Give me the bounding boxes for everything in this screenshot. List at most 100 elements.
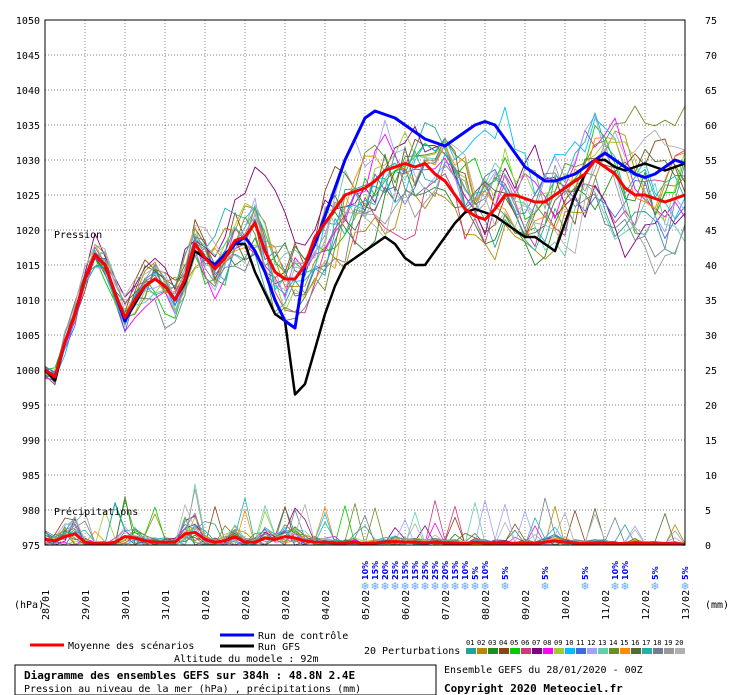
snow-percent-label: 5% <box>471 566 480 580</box>
snow-percent-label: 10% <box>461 561 470 580</box>
snowflake-icon: ❄ <box>500 580 509 593</box>
snow-percent-label: 15% <box>451 561 460 580</box>
right-tick-label: 70 <box>705 51 717 62</box>
date-tick-label: 29/01 <box>81 590 92 620</box>
snow-percent-label: 5% <box>581 566 590 580</box>
left-axis-label: (hPa) <box>14 600 44 611</box>
perturbation-number: 20 <box>675 639 683 647</box>
pressure-section-label: Pression <box>54 230 102 241</box>
snow-percent-label: 20% <box>441 561 450 580</box>
date-tick-label: 28/01 <box>41 590 52 620</box>
date-tick-label: 03/02 <box>281 590 292 620</box>
snow-percent-label: 5% <box>651 566 660 580</box>
perturbation-number: 11 <box>576 639 584 647</box>
perturbation-line <box>44 142 686 377</box>
right-tick-label: 0 <box>705 541 711 552</box>
perturbation-swatch <box>488 648 498 654</box>
snowflake-icon: ❄ <box>420 580 429 593</box>
perturbation-lines <box>44 105 686 386</box>
snow-percent-label: 25% <box>421 561 430 580</box>
date-tick-label: 12/02 <box>641 590 652 620</box>
snow-percent-label: 5% <box>501 566 510 580</box>
left-tick-label: 1030 <box>16 156 40 167</box>
altitude-label: Altitude du modele : 92m <box>174 654 319 665</box>
perturbation-number: 07 <box>532 639 540 647</box>
snowflake-icon: ❄ <box>360 580 369 593</box>
right-tick-label: 5 <box>705 506 711 517</box>
left-tick-label: 990 <box>22 436 40 447</box>
snow-percent-label: 10% <box>611 561 620 580</box>
perturbation-swatch <box>510 648 520 654</box>
precipitation-lines <box>44 483 686 546</box>
perturbation-line <box>44 112 686 374</box>
perturbation-swatch <box>631 648 641 654</box>
date-tick-label: 13/02 <box>681 590 692 620</box>
perturbation-number: 01 <box>466 639 474 647</box>
perturbation-number: 03 <box>488 639 496 647</box>
right-axis-label: (mm) <box>705 600 729 611</box>
perturbation-swatch <box>532 648 542 654</box>
snow-percent-label: 5% <box>681 566 690 580</box>
perturbation-line <box>44 105 686 377</box>
perturbation-number: 18 <box>653 639 661 647</box>
snow-percent-label: 25% <box>431 561 440 580</box>
right-tick-label: 15 <box>705 436 717 447</box>
snow-percent-label: 10% <box>481 561 490 580</box>
left-tick-label: 1000 <box>16 366 40 377</box>
legend-mean-label: Moyenne des scénarios <box>68 640 194 652</box>
axes: 975 0 980 5 985 10 990 15 995 20 1000 25 1005 30 1010 3… <box>16 16 717 620</box>
perturbation-line <box>44 115 686 382</box>
series-line-0 <box>44 158 686 379</box>
perturbation-number: 17 <box>642 639 650 647</box>
right-tick-label: 55 <box>705 156 717 167</box>
perturbation-swatch <box>554 648 564 654</box>
snow-percent-label: 15% <box>401 561 410 580</box>
legend-gfs-label: Run GFS <box>258 642 300 653</box>
right-tick-label: 45 <box>705 226 717 237</box>
right-tick-label: 65 <box>705 86 717 97</box>
perturbation-swatch <box>477 648 487 654</box>
date-tick-label: 02/02 <box>241 590 252 620</box>
legend-perturbations-label: 20 Perturbations <box>364 646 460 657</box>
snow-percent-label: 25% <box>391 561 400 580</box>
perturbation-number: 12 <box>587 639 595 647</box>
snowflake-icon: ❄ <box>430 580 439 593</box>
precip-section-label: Précipitations <box>54 506 138 518</box>
perturbation-swatch <box>653 648 663 654</box>
perturbation-swatch <box>466 648 476 654</box>
right-tick-label: 30 <box>705 331 717 342</box>
left-tick-label: 1020 <box>16 226 40 237</box>
plot-frame <box>44 19 686 546</box>
perturbation-swatch <box>587 648 597 654</box>
snowflake-icon: ❄ <box>540 580 549 593</box>
snowflake-icon: ❄ <box>370 580 379 593</box>
footer-title: Diagramme des ensembles GEFS sur 384h : … <box>24 669 355 682</box>
footer-copyright: Copyright 2020 Meteociel.fr <box>444 682 623 695</box>
left-tick-label: 1035 <box>16 121 40 132</box>
date-tick-label: 11/02 <box>601 590 612 620</box>
date-tick-label: 09/02 <box>521 590 532 620</box>
perturbation-number: 04 <box>499 639 507 647</box>
date-tick-label: 04/02 <box>321 590 332 620</box>
left-tick-label: 980 <box>22 506 40 517</box>
left-tick-label: 1040 <box>16 86 40 97</box>
legend-control-label: Run de contrôle <box>258 630 348 642</box>
perturbation-number: 02 <box>477 639 485 647</box>
left-tick-label: 1050 <box>16 16 40 27</box>
perturbation-number: 13 <box>598 639 606 647</box>
snowflake-icon: ❄ <box>470 580 479 593</box>
mean-precip-line <box>44 530 686 546</box>
perturbation-swatch <box>521 648 531 654</box>
snow-markers: 10%❄15%❄20%❄25%❄15%❄15%❄25%❄25%❄20%❄15%❄… <box>360 561 690 593</box>
left-tick-label: 1025 <box>16 191 40 202</box>
snowflake-icon: ❄ <box>650 580 659 593</box>
left-tick-label: 1005 <box>16 331 40 342</box>
right-tick-label: 40 <box>705 261 717 272</box>
perturbation-line <box>44 125 686 371</box>
left-tick-label: 1045 <box>16 51 40 62</box>
left-tick-label: 995 <box>22 401 40 412</box>
snowflake-icon: ❄ <box>610 580 619 593</box>
footer-left-box <box>14 664 437 695</box>
perturbation-swatch <box>565 648 575 654</box>
perturbation-swatch <box>499 648 509 654</box>
